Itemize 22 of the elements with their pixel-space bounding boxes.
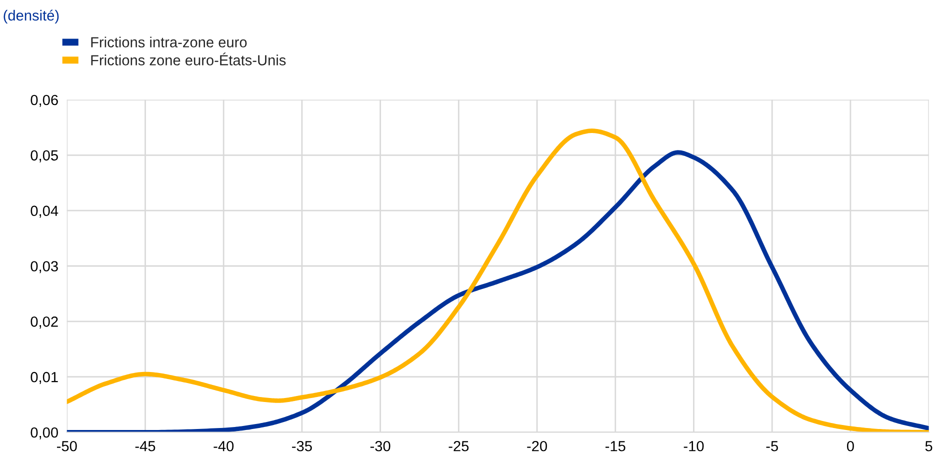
x-tick-label: -25 — [448, 440, 469, 452]
y-axis-title: (densité) — [4, 10, 59, 24]
y-tick-label: 0,06 — [30, 94, 58, 107]
y-tick-label: 0,01 — [30, 372, 58, 384]
x-tick-label: -40 — [214, 440, 234, 452]
legend-label: Frictions intra-zone euro — [91, 36, 247, 48]
x-tick-label: 5 — [925, 441, 932, 452]
x-tick-label: -20 — [527, 440, 547, 452]
y-tick-label: 0,00 — [30, 427, 58, 440]
x-tick-label: -30 — [370, 440, 390, 452]
x-tick-label: 0 — [846, 440, 854, 452]
x-tick-label: -5 — [766, 441, 778, 452]
x-tick-label: -35 — [292, 440, 312, 452]
legend-label: Frictions zone euro-États-Unis — [91, 52, 286, 66]
x-tick-label: -50 — [56, 440, 77, 452]
y-tick-label: 0,02 — [30, 316, 58, 329]
x-tick-label: -45 — [135, 441, 156, 452]
y-tick-label: 0,03 — [30, 261, 58, 274]
y-tick-label: 0,04 — [30, 206, 58, 218]
x-tick-label: -15 — [605, 441, 626, 452]
y-tick-label: 0,05 — [30, 150, 58, 162]
x-tick-label: -10 — [684, 440, 704, 452]
